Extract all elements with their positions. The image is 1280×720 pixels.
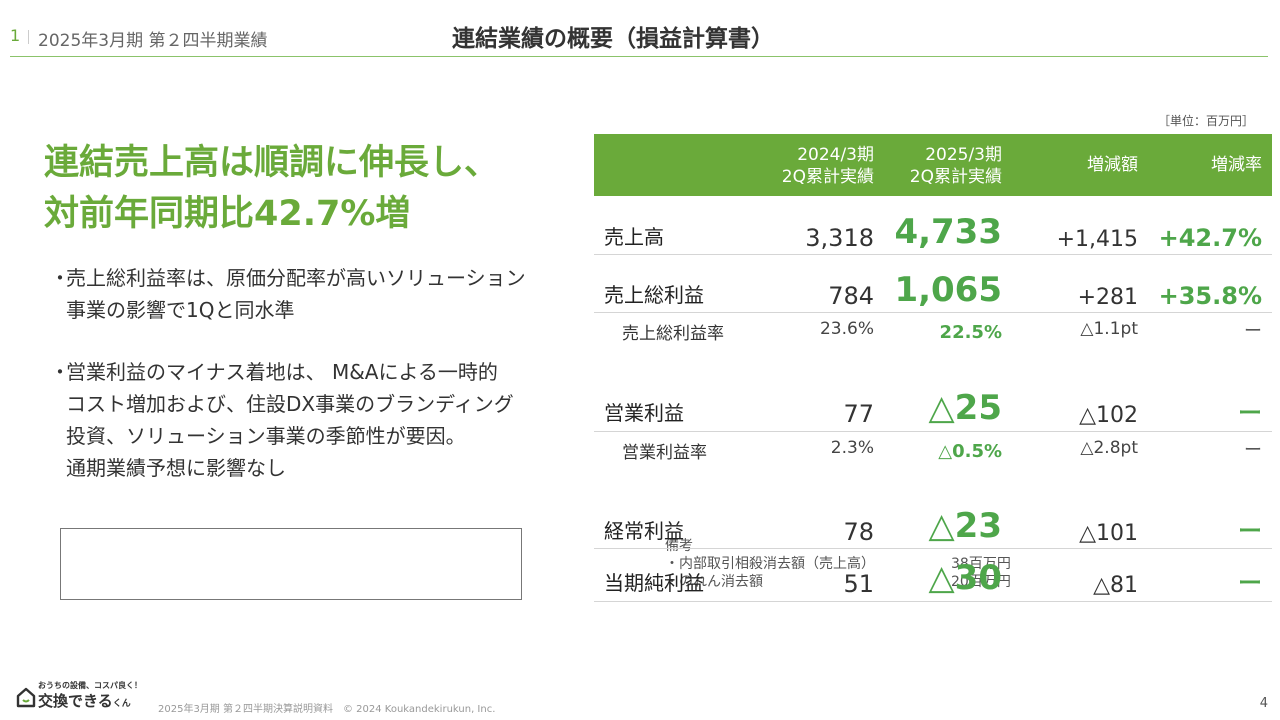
row-prev-value: 2.3%: [830, 438, 874, 458]
notes-item-label: ・のれん消去額: [665, 574, 763, 590]
row-diff-value: +1,415: [1056, 227, 1138, 252]
row-diff-value: △102: [1079, 403, 1138, 428]
row-prev-value: 784: [828, 282, 874, 310]
header-divider: [10, 56, 1268, 57]
row-rate-value: +35.8%: [1158, 282, 1262, 310]
header-separator: [28, 30, 29, 44]
row-divider: [594, 601, 1272, 602]
logo-tagline: おうちの設備、コスパ良く！: [38, 681, 142, 690]
row-prev-value: 3,318: [805, 224, 874, 252]
row-diff-value: △1.1pt: [1080, 319, 1138, 339]
row-curr-value: △0.5%: [938, 441, 1002, 462]
row-diff-value: △2.8pt: [1080, 438, 1138, 458]
row-rate-value: +42.7%: [1158, 224, 1262, 252]
bullet-dot: ・: [50, 266, 70, 290]
row-label: 営業利益: [604, 401, 684, 425]
row-rate-value: ー: [1244, 321, 1262, 342]
notes-item-value: 20百万円: [951, 574, 1011, 590]
page-number: 4: [1259, 696, 1268, 711]
table-row: 売上総利益率 23.6% 22.5% △1.1pt ー: [594, 312, 1272, 352]
row-curr-value: △23: [928, 506, 1002, 546]
row-label: 当期純利益: [604, 571, 704, 595]
notes-box: 備考 ・内部取引相殺消去額（売上高） 38百万円 ・のれん消去額 20百万円: [60, 528, 1011, 600]
header-line: 2025/3期: [925, 145, 1002, 165]
row-label: 売上総利益: [604, 283, 704, 307]
bullet-text: 営業利益のマイナス着地は、 M&Aによる一時的 コスト増加および、住設DX事業の…: [66, 356, 514, 484]
header-rate: 増減率: [1211, 155, 1262, 175]
bullet-line: 通期業績予想に影響なし: [66, 456, 286, 480]
header-prev-period: 2024/3期 2Q累計実績: [782, 144, 874, 188]
row-prev-value: 77: [843, 400, 874, 428]
table-row: 当期純利益 51 △30 △81 ー: [594, 554, 1272, 600]
notes-item: ・のれん消去額 20百万円: [665, 573, 1280, 591]
row-label: 売上高: [604, 225, 664, 249]
row-prev-value: 23.6%: [819, 319, 874, 339]
row-diff-value: △81: [1093, 573, 1138, 598]
breadcrumb: 2025年3月期 第２四半期業績: [38, 31, 268, 51]
logo-name: 交換できるくん: [38, 690, 131, 711]
row-rate-value: ー: [1238, 399, 1262, 427]
logo-name-suffix: くん: [112, 699, 131, 709]
headline-line-1: 連結売上高は順調に伸長し、: [44, 143, 500, 183]
row-diff-value: △101: [1079, 521, 1138, 546]
row-curr-value: 4,733: [894, 212, 1002, 252]
row-prev-value: 51: [843, 570, 874, 598]
bullet-text: 売上総利益率は、原価分配率が高いソリューション 事業の影響で1Qと同水準: [66, 262, 526, 326]
bullet-line: 売上総利益率は、原価分配率が高いソリューション: [66, 266, 526, 290]
header-diff: 増減額: [1087, 155, 1138, 175]
row-curr-value: 22.5%: [939, 322, 1002, 343]
header-curr-period: 2025/3期 2Q累計実績: [910, 144, 1002, 188]
company-logo: おうちの設備、コスパ良く！ 交換できるくん: [16, 680, 152, 712]
table-row: 経常利益 78 △23 △101 ー: [594, 500, 1272, 548]
page-title: 連結業績の概要（損益計算書）: [452, 26, 774, 52]
bullet-gross-margin: ・ 売上総利益率は、原価分配率が高いソリューション 事業の影響で1Qと同水準: [50, 262, 526, 326]
bullet-line: 営業利益のマイナス着地は、 M&Aによる一時的: [66, 360, 498, 384]
notes-item-label: ・内部取引相殺消去額（売上高）: [665, 556, 875, 572]
footer-text: 2025年3月期 第２四半期決算説明資料 © 2024 Koukandekiru…: [158, 704, 496, 715]
table-row: 売上高 3,318 4,733 +1,415 +42.7%: [594, 206, 1272, 254]
notes-title: 備考: [665, 538, 693, 554]
row-divider: [594, 254, 1272, 255]
row-divider: [594, 548, 1272, 549]
notes-item: ・内部取引相殺消去額（売上高） 38百万円: [665, 555, 1280, 573]
table-row: 営業利益率 2.3% △0.5% △2.8pt ー: [594, 431, 1272, 471]
header-line: 2024/3期: [797, 145, 874, 165]
bullet-line: 事業の影響で1Qと同水準: [66, 298, 295, 322]
table-row: 売上総利益 784 1,065 +281 +35.8%: [594, 264, 1272, 312]
row-label: 経常利益: [604, 519, 684, 543]
house-icon: [16, 687, 36, 708]
unit-label: ［単位：百万円］: [1157, 114, 1254, 128]
row-diff-value: +281: [1077, 285, 1138, 310]
row-divider: [594, 312, 1272, 313]
row-label: 営業利益率: [622, 443, 707, 463]
row-curr-value: 1,065: [894, 270, 1002, 310]
row-rate-value: ー: [1244, 440, 1262, 461]
bullet-dot: ・: [50, 360, 70, 384]
table-header: 2024/3期 2Q累計実績 2025/3期 2Q累計実績 増減額 増減率: [594, 134, 1272, 196]
row-prev-value: 78: [843, 518, 874, 546]
row-curr-value: △30: [928, 558, 1002, 598]
row-label: 売上総利益率: [622, 324, 724, 344]
bullet-line: コスト増加および、住設DX事業のブランディング: [66, 392, 514, 416]
header-line: 2Q累計実績: [909, 167, 1002, 187]
header-line: 2Q累計実績: [781, 167, 874, 187]
row-curr-value: △25: [928, 388, 1002, 428]
headline-line-2: 対前年同期比42.7%増: [44, 194, 411, 234]
row-rate-value: ー: [1238, 517, 1262, 545]
row-rate-value: ー: [1238, 569, 1262, 597]
bullet-line: 投資、ソリューション事業の季節性が要因。: [66, 424, 466, 448]
bullet-operating-profit: ・ 営業利益のマイナス着地は、 M&Aによる一時的 コスト増加および、住設DX事…: [50, 356, 514, 484]
headline: 連結売上高は順調に伸長し、 対前年同期比42.7%増: [44, 138, 499, 240]
table-row: 営業利益 77 △25 △102 ー: [594, 382, 1272, 430]
logo-name-main: 交換できる: [38, 692, 113, 710]
row-divider: [594, 431, 1272, 432]
section-number: 1: [10, 26, 21, 45]
notes-item-value: 38百万円: [951, 556, 1011, 572]
